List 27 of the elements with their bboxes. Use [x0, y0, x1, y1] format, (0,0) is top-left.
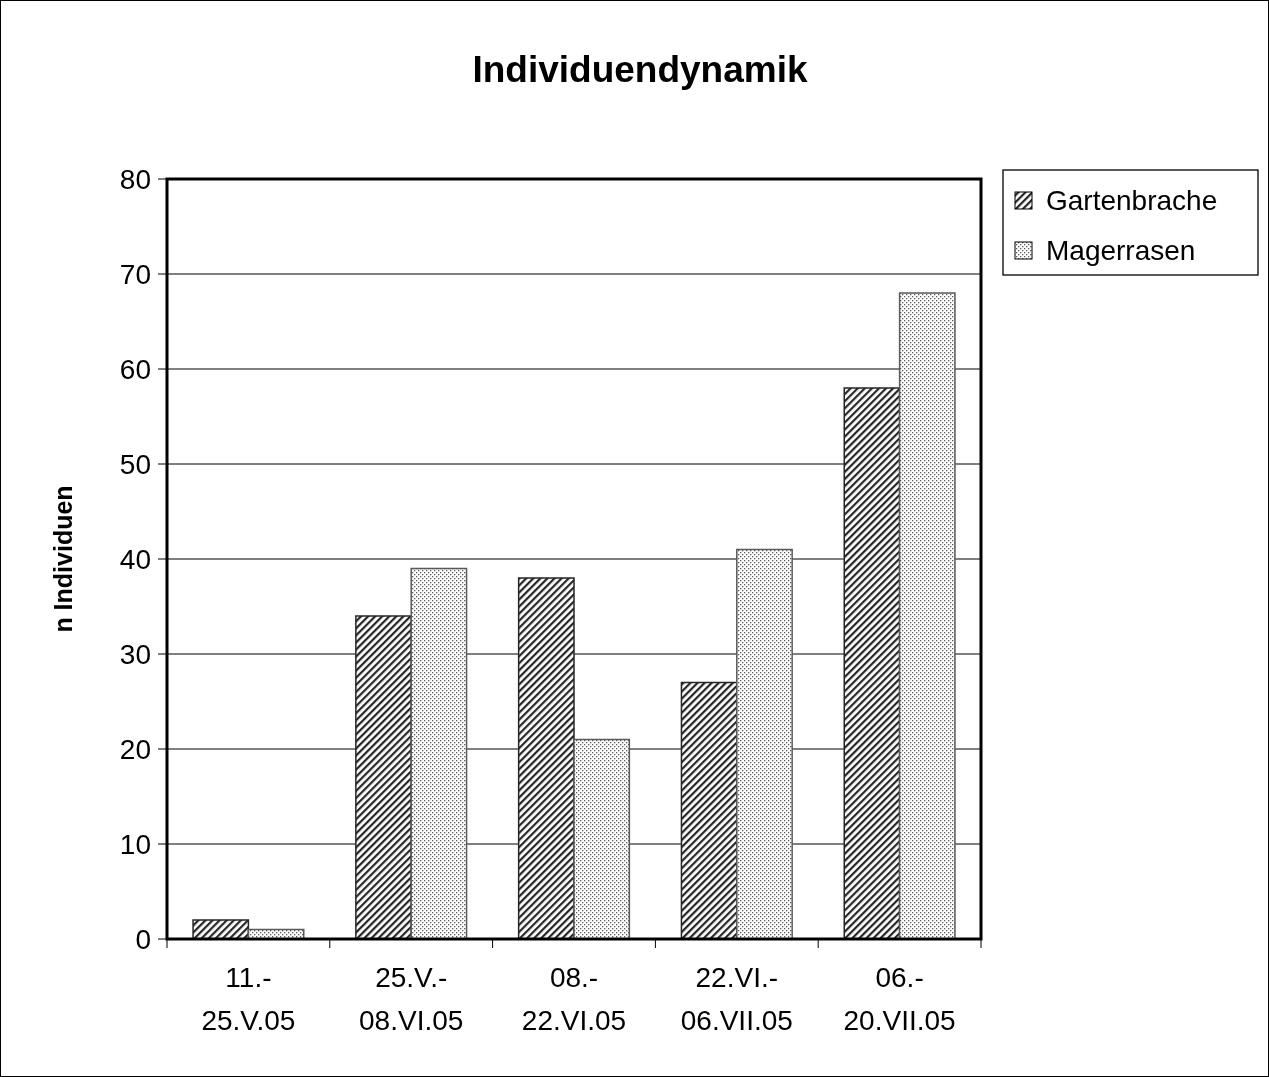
x-tick-label: 25.V.- 08.VI.05 [359, 962, 464, 1036]
bar [410, 567, 468, 940]
legend-label: Magerrasen [1046, 234, 1196, 266]
legend-label: Gartenbrache [1046, 184, 1218, 216]
bar [355, 615, 412, 940]
x-tick-label: 08.- 22.VI.05 [521, 962, 627, 1036]
x-tick-label: 22.VI.- 06.VII.05 [680, 962, 793, 1036]
x-tick-label: 06.- 20.VII.05 [843, 962, 956, 1036]
bar [192, 919, 250, 940]
y-tick-label: 60 [119, 353, 151, 385]
chart-title: Individuendynamik [472, 49, 808, 90]
y-tick-label: 0 [135, 923, 151, 955]
bar [736, 548, 793, 940]
y-tick-label: 10 [119, 828, 151, 860]
bar [843, 387, 901, 940]
y-tick-label: 20 [119, 733, 151, 765]
bar [898, 292, 956, 940]
y-tick-label: 70 [119, 258, 151, 290]
y-tick-label: 50 [119, 448, 151, 480]
y-tick-label: 30 [119, 638, 151, 670]
bar [680, 681, 738, 940]
bar [573, 738, 631, 940]
bar [517, 577, 575, 940]
y-tick-label: 40 [119, 543, 151, 575]
x-tick-label: 11.- 25.V.05 [201, 962, 296, 1036]
y-axis-title: n Individuen [49, 485, 77, 633]
y-tick-label: 80 [119, 163, 151, 195]
